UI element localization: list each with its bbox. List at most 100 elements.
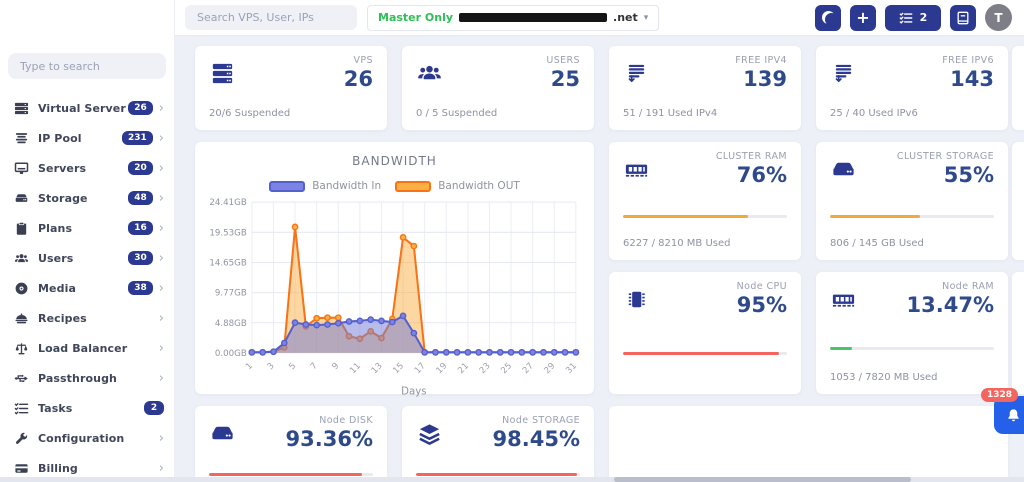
ipv4-subtitle: 51 / 191 Used IPv4 bbox=[623, 108, 718, 119]
sidebar-item-billing[interactable]: Billing › bbox=[0, 453, 174, 482]
sidebar-item-label: Storage bbox=[38, 191, 88, 205]
users-card[interactable]: USERS 25 0 / 5 Suspended bbox=[402, 46, 594, 130]
node-cpu-progressbar bbox=[623, 352, 787, 355]
node-storage-card[interactable]: Node STORAGE 98.45% bbox=[402, 406, 594, 482]
free-ipv4-card[interactable]: FREE IPV4 139 51 / 191 Used IPv4 bbox=[609, 46, 801, 130]
chevron-right-icon: › bbox=[158, 460, 164, 476]
legend-bandwidth-in[interactable]: Bandwidth In bbox=[269, 180, 381, 192]
cluster-storage-card[interactable]: CLUSTER STORAGE 55% 806 / 145 GB Used bbox=[816, 142, 1008, 260]
count-badge: 16 bbox=[128, 221, 153, 235]
sidebar-item-label: Billing bbox=[38, 461, 78, 475]
tasks-button[interactable]: 2 bbox=[885, 4, 941, 31]
users-icon bbox=[14, 251, 29, 266]
node-ram-subtitle: 1053 / 7820 MB Used bbox=[830, 371, 938, 383]
sidebar-item-label: Virtual Server bbox=[38, 101, 126, 115]
redacted-hostname bbox=[459, 13, 608, 22]
chevron-right-icon: › bbox=[158, 130, 164, 146]
cluster-ram-subtitle: 6227 / 8210 MB Used bbox=[623, 237, 731, 249]
media-icon bbox=[14, 281, 29, 296]
chevron-right-icon: › bbox=[158, 340, 164, 356]
chevron-right-icon: › bbox=[158, 310, 164, 326]
global-search-input[interactable] bbox=[197, 11, 345, 24]
node-ram-percent: 13.47% bbox=[906, 292, 994, 317]
billing-icon bbox=[14, 461, 29, 476]
svg-text:11: 11 bbox=[348, 361, 363, 376]
svg-text:27: 27 bbox=[521, 361, 536, 376]
card-title: FREE IPV6 bbox=[942, 55, 994, 66]
master-server-dropdown[interactable]: Master Only .net ▾ bbox=[367, 4, 660, 31]
count-badge: 30 bbox=[128, 251, 153, 265]
partial-card-sliver bbox=[1012, 272, 1024, 394]
sidebar-item-virtual-server[interactable]: Virtual Server 26 › bbox=[0, 93, 174, 123]
svg-text:21: 21 bbox=[456, 361, 471, 376]
global-search[interactable] bbox=[185, 5, 357, 30]
docs-button[interactable] bbox=[950, 4, 976, 31]
sidebar-item-label: Tasks bbox=[38, 401, 73, 415]
node-cpu-card[interactable]: Node CPU 95% bbox=[609, 272, 801, 394]
sidebar-item-label: Recipes bbox=[38, 311, 87, 325]
sidebar-item-load-balancer[interactable]: Load Balancer › bbox=[0, 333, 174, 363]
card-title: FREE IPV4 bbox=[735, 55, 787, 66]
svg-text:3: 3 bbox=[266, 361, 277, 372]
tasks-count-badge: 2 bbox=[919, 11, 928, 24]
ip-pool-icon bbox=[14, 131, 29, 146]
cluster-storage-percent: 55% bbox=[943, 162, 994, 187]
notifications-button[interactable] bbox=[994, 396, 1024, 434]
topbar-actions: + 2 T bbox=[815, 4, 1016, 31]
sidebar-item-tasks[interactable]: Tasks 2 bbox=[0, 393, 174, 423]
svg-text:1: 1 bbox=[244, 361, 255, 372]
sidebar-item-configuration[interactable]: Configuration › bbox=[0, 423, 174, 453]
sidebar-search-input[interactable] bbox=[20, 59, 154, 73]
sidebar-item-label: Plans bbox=[38, 221, 73, 235]
sidebar-item-plans[interactable]: Plans 16 › bbox=[0, 213, 174, 243]
node-ram-card[interactable]: Node RAM 13.47% 1053 / 7820 MB Used bbox=[816, 272, 1008, 394]
svg-text:0.00GB: 0.00GB bbox=[215, 349, 247, 359]
partial-card bbox=[609, 406, 1008, 482]
sidebar-menu: Virtual Server 26 › IP Pool 231 › Servers 20 › St… bbox=[0, 89, 174, 482]
hostname-suffix: .net bbox=[613, 11, 638, 24]
sidebar-search[interactable] bbox=[8, 53, 166, 79]
bandwidth-chart-title: BANDWIDTH bbox=[352, 154, 437, 168]
card-title: VPS bbox=[353, 55, 373, 66]
disk-drive-icon bbox=[209, 420, 236, 447]
free-ipv6-card[interactable]: FREE IPV6 143 25 / 40 Used IPv6 bbox=[816, 46, 1008, 130]
chevron-right-icon: › bbox=[158, 220, 164, 236]
topbar: Master Only .net ▾ + 2 bbox=[175, 0, 1024, 36]
node-disk-progressbar bbox=[209, 473, 373, 476]
card-title: Node CPU bbox=[736, 281, 787, 292]
vps-card[interactable]: VPS 26 20/6 Suspended bbox=[195, 46, 387, 130]
svg-text:19.53GB: 19.53GB bbox=[209, 228, 246, 238]
sidebar-item-storage[interactable]: Storage 48 › bbox=[0, 183, 174, 213]
node-storage-progressbar bbox=[416, 473, 580, 476]
avatar-letter: T bbox=[994, 10, 1003, 25]
chevron-right-icon: › bbox=[158, 250, 164, 266]
users-count: 25 bbox=[550, 66, 580, 91]
ram-icon bbox=[830, 286, 857, 313]
node-disk-card[interactable]: Node DISK 93.36% bbox=[195, 406, 387, 482]
add-new-button[interactable]: + bbox=[850, 4, 876, 31]
count-badge: 231 bbox=[122, 131, 153, 145]
svg-text:19: 19 bbox=[435, 361, 450, 376]
sidebar-item-ip-pool[interactable]: IP Pool 231 › bbox=[0, 123, 174, 153]
book-icon bbox=[957, 11, 969, 24]
horizontal-scrollbar-thumb[interactable] bbox=[614, 477, 912, 482]
sidebar-item-recipes[interactable]: Recipes › bbox=[0, 303, 174, 333]
sidebar-item-media[interactable]: Media 38 › bbox=[0, 273, 174, 303]
chevron-right-icon: › bbox=[158, 190, 164, 206]
sidebar-item-label: IP Pool bbox=[38, 131, 82, 145]
chart-legend: Bandwidth In Bandwidth OUT bbox=[205, 180, 584, 192]
chevron-right-icon: › bbox=[158, 160, 164, 176]
users-subtitle: 0 / 5 Suspended bbox=[416, 108, 498, 119]
sidebar-item-users[interactable]: Users 30 › bbox=[0, 243, 174, 273]
dark-mode-button[interactable] bbox=[815, 4, 841, 31]
legend-bandwidth-out[interactable]: Bandwidth OUT bbox=[395, 180, 520, 192]
sidebar-item-servers[interactable]: Servers 20 › bbox=[0, 153, 174, 183]
notification-count-badge[interactable]: 1328 bbox=[980, 388, 1018, 402]
bandwidth-chart: 1 3 5 7 9 11 13 15 17 19 21 23 25 27 29 31 0.00GB 4.88GB 9… bbox=[205, 194, 584, 398]
svg-text:7: 7 bbox=[309, 361, 320, 372]
user-avatar[interactable]: T bbox=[985, 4, 1012, 31]
sidebar-item-passthrough[interactable]: Passthrough › bbox=[0, 363, 174, 393]
passthrough-icon bbox=[14, 371, 29, 386]
cluster-ram-card[interactable]: CLUSTER RAM 76% 6227 / 8210 MB Used bbox=[609, 142, 801, 260]
svg-text:4.88GB: 4.88GB bbox=[215, 319, 247, 329]
